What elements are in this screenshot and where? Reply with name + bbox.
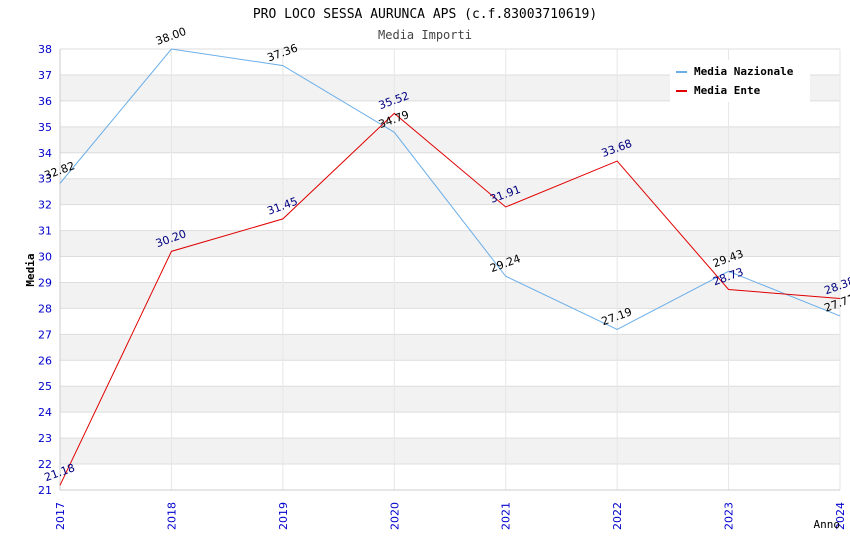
legend-label-media-nazionale: Media Nazionale [694,65,794,78]
y-tick-label: 34 [38,147,52,160]
y-tick-label: 25 [38,380,52,393]
y-tick-label: 35 [38,121,52,134]
series-line-media-ente [59,112,841,486]
series-line-media-nazionale [59,48,841,330]
y-tick-label: 24 [38,406,52,419]
grid-band [60,282,840,309]
x-axis-label: Anno [814,518,841,531]
legend-label-media-ente: Media Ente [694,84,761,97]
y-tick-label: 22 [38,458,52,471]
grid-band [60,178,840,205]
grid-band [60,334,840,361]
x-tick-label: 2019 [277,502,290,530]
data-label-media-nazionale: 38.00 [154,25,188,48]
y-tick-label: 23 [38,432,52,445]
y-tick-label: 28 [38,302,52,315]
y-tick-labels: 21 22 23 24 25 26 27 28 29 30 31 32 33 34 35 36 37 38 [38,43,52,497]
x-tick-label: 2020 [388,502,401,530]
y-tick-label: 38 [38,43,52,56]
y-tick-label: 27 [38,328,52,341]
grid-band [60,438,840,465]
x-tick-label: 2024 [834,502,847,530]
y-tick-label: 32 [38,199,52,212]
grid-bands [60,74,840,465]
x-tick-label: 2017 [54,502,67,530]
y-tick-label: 21 [38,484,52,497]
x-tick-label: 2018 [165,502,178,530]
series-lines [59,48,841,486]
x-tick-label: 2021 [500,502,513,530]
grid-band [60,386,840,413]
y-tick-label: 29 [38,276,52,289]
y-tick-label: 37 [38,69,52,82]
y-tick-label: 26 [38,354,52,367]
y-tick-label: 31 [38,225,52,238]
grid-lines [59,48,841,491]
chart-title: PRO LOCO SESSA AURUNCA APS (c.f.83003710… [253,7,597,22]
chart-subtitle: Media Importi [378,28,472,42]
grid-band [60,230,840,257]
y-tick-label: 33 [38,173,52,186]
y-tick-label: 30 [38,251,52,264]
x-tick-labels: 2017 2018 2019 2020 2021 2022 2023 2024 [54,502,847,530]
y-tick-label: 36 [38,95,52,108]
grid-band [60,126,840,153]
legend-box [670,60,810,102]
x-tick-label: 2023 [723,502,736,530]
legend: Media Nazionale Media Ente [670,60,810,102]
y-axis-label: Media [24,253,37,286]
x-tick-label: 2022 [611,502,624,530]
